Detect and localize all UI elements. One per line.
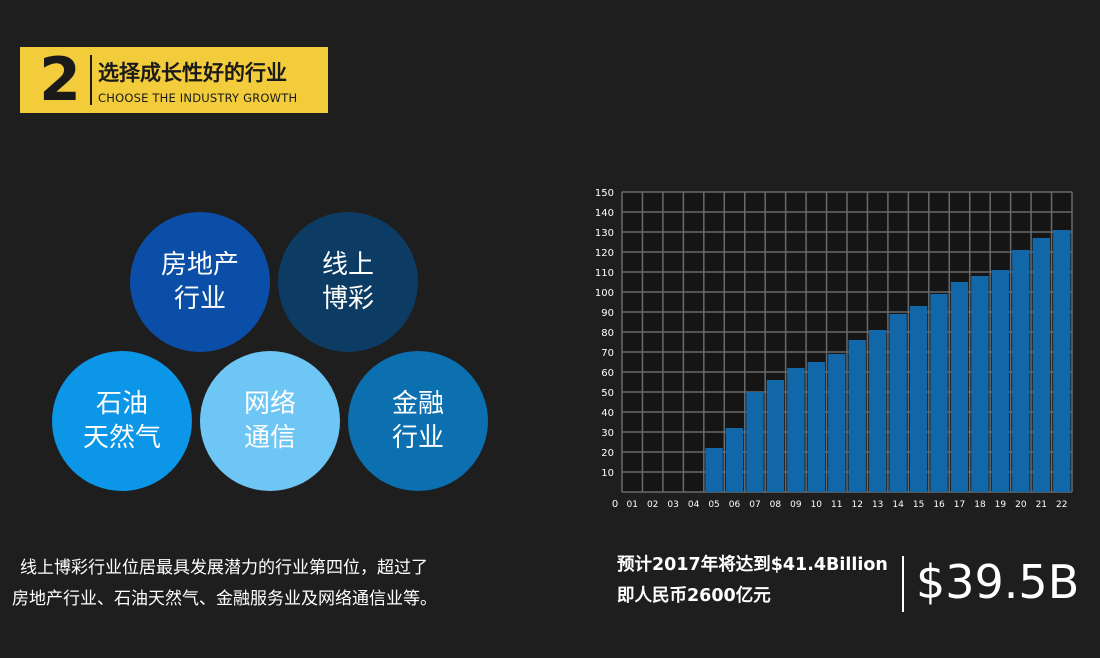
x-tick-label: 19 xyxy=(995,500,1007,510)
description-line2: 房地产行业、石油天然气、金融服务业及网络通信业等。 xyxy=(12,589,437,609)
x-tick-label: 21 xyxy=(1036,500,1047,510)
x-tick-label: 18 xyxy=(974,500,986,510)
bar xyxy=(1053,230,1071,492)
bar xyxy=(868,330,887,492)
circle-online-gaming: 线上 博彩 xyxy=(278,212,418,352)
circle-label-line1: 石油 xyxy=(95,389,148,419)
circle-label-line2: 行业 xyxy=(391,423,444,453)
section-header-badge: 2 选择成长性好的行业 CHOOSE THE INDUSTRY GROWTH xyxy=(20,47,328,113)
bar xyxy=(705,448,723,492)
circle-label-line1: 网络 xyxy=(243,389,296,419)
circle-network-communication: 网络 通信 xyxy=(200,351,340,491)
circle-label-line2: 天然气 xyxy=(82,423,161,453)
x-tick-label: 10 xyxy=(811,500,823,510)
bar xyxy=(746,392,764,492)
forecast-text: 预计2017年将达到$41.4Billion 即人民币2600亿元 xyxy=(617,550,888,612)
y-tick-label: 150 xyxy=(595,188,614,199)
forecast-line2: 即人民币2600亿元 xyxy=(617,586,771,606)
forecast-line1: 预计2017年将达到$41.4Billion xyxy=(617,555,888,575)
circle-label-line1: 金融 xyxy=(391,389,444,419)
x-tick-label: 09 xyxy=(790,500,802,510)
bar xyxy=(766,380,785,492)
circle-label-line1: 线上 xyxy=(321,250,374,280)
y-tick-label: 130 xyxy=(595,228,614,239)
y-tick-label: 100 xyxy=(595,288,614,299)
bar xyxy=(971,276,989,492)
x-tick-label: 11 xyxy=(831,500,842,510)
bar xyxy=(725,428,744,492)
description: 线上博彩行业位居最具发展潜力的行业第四位，超过了 房地产行业、石油天然气、金融服… xyxy=(12,553,512,615)
bar xyxy=(828,354,846,492)
x-tick-label: 20 xyxy=(1015,500,1027,510)
x-tick-label: 15 xyxy=(913,500,924,510)
x-tick-label: 04 xyxy=(688,500,700,510)
x-tick-label: 02 xyxy=(647,500,658,510)
circle-label-line2: 通信 xyxy=(243,423,296,453)
y-tick-label: 90 xyxy=(601,308,614,319)
origin-label: 0 xyxy=(612,499,618,510)
bar xyxy=(807,362,826,492)
circle-label-line2: 行业 xyxy=(173,284,226,314)
x-tick-label: 01 xyxy=(627,500,638,510)
x-tick-label: 05 xyxy=(708,500,719,510)
y-tick-label: 110 xyxy=(595,268,614,279)
x-tick-label: 08 xyxy=(770,500,782,510)
bar xyxy=(950,282,969,492)
section-title: 选择成长性好的行业 xyxy=(98,61,287,85)
section-subtitle: CHOOSE THE INDUSTRY GROWTH xyxy=(98,91,298,105)
x-tick-label: 17 xyxy=(954,500,965,510)
y-tick-label: 20 xyxy=(601,448,614,459)
x-tick-label: 12 xyxy=(852,500,863,510)
x-tick-label: 22 xyxy=(1056,500,1067,510)
circle-label-line2: 博彩 xyxy=(321,284,374,314)
y-tick-label: 60 xyxy=(601,368,614,379)
header-divider xyxy=(90,55,92,105)
bar xyxy=(1032,238,1051,492)
bar xyxy=(787,368,805,492)
forecast-divider xyxy=(902,556,904,612)
bar xyxy=(848,340,866,492)
description-line1: 线上博彩行业位居最具发展潜力的行业第四位，超过了 xyxy=(20,558,428,578)
y-tick-label: 70 xyxy=(601,348,614,359)
y-tick-label: 40 xyxy=(601,408,614,419)
x-tick-label: 07 xyxy=(749,500,760,510)
y-tick-label: 10 xyxy=(601,468,614,479)
bar xyxy=(930,294,948,492)
x-tick-label: 03 xyxy=(667,500,678,510)
y-tick-label: 120 xyxy=(595,248,614,259)
circle-label-line1: 房地产 xyxy=(160,250,239,280)
big-value: $39.5B xyxy=(916,555,1080,609)
bar xyxy=(1012,250,1030,492)
x-tick-label: 14 xyxy=(892,500,904,510)
section-number: 2 xyxy=(39,45,81,115)
circle-real-estate: 房地产 行业 xyxy=(130,212,270,352)
bar xyxy=(889,314,907,492)
y-tick-label: 30 xyxy=(601,428,614,439)
y-tick-label: 140 xyxy=(595,208,614,219)
circle-finance: 金融 行业 xyxy=(348,351,488,491)
y-tick-label: 80 xyxy=(601,328,614,339)
y-tick-label: 50 xyxy=(601,388,614,399)
x-tick-label: 13 xyxy=(872,500,883,510)
x-tick-label: 06 xyxy=(729,500,741,510)
x-tick-label: 16 xyxy=(933,500,945,510)
bar xyxy=(991,270,1010,492)
bar xyxy=(909,306,928,492)
circle-oil-gas: 石油 天然气 xyxy=(52,351,192,491)
